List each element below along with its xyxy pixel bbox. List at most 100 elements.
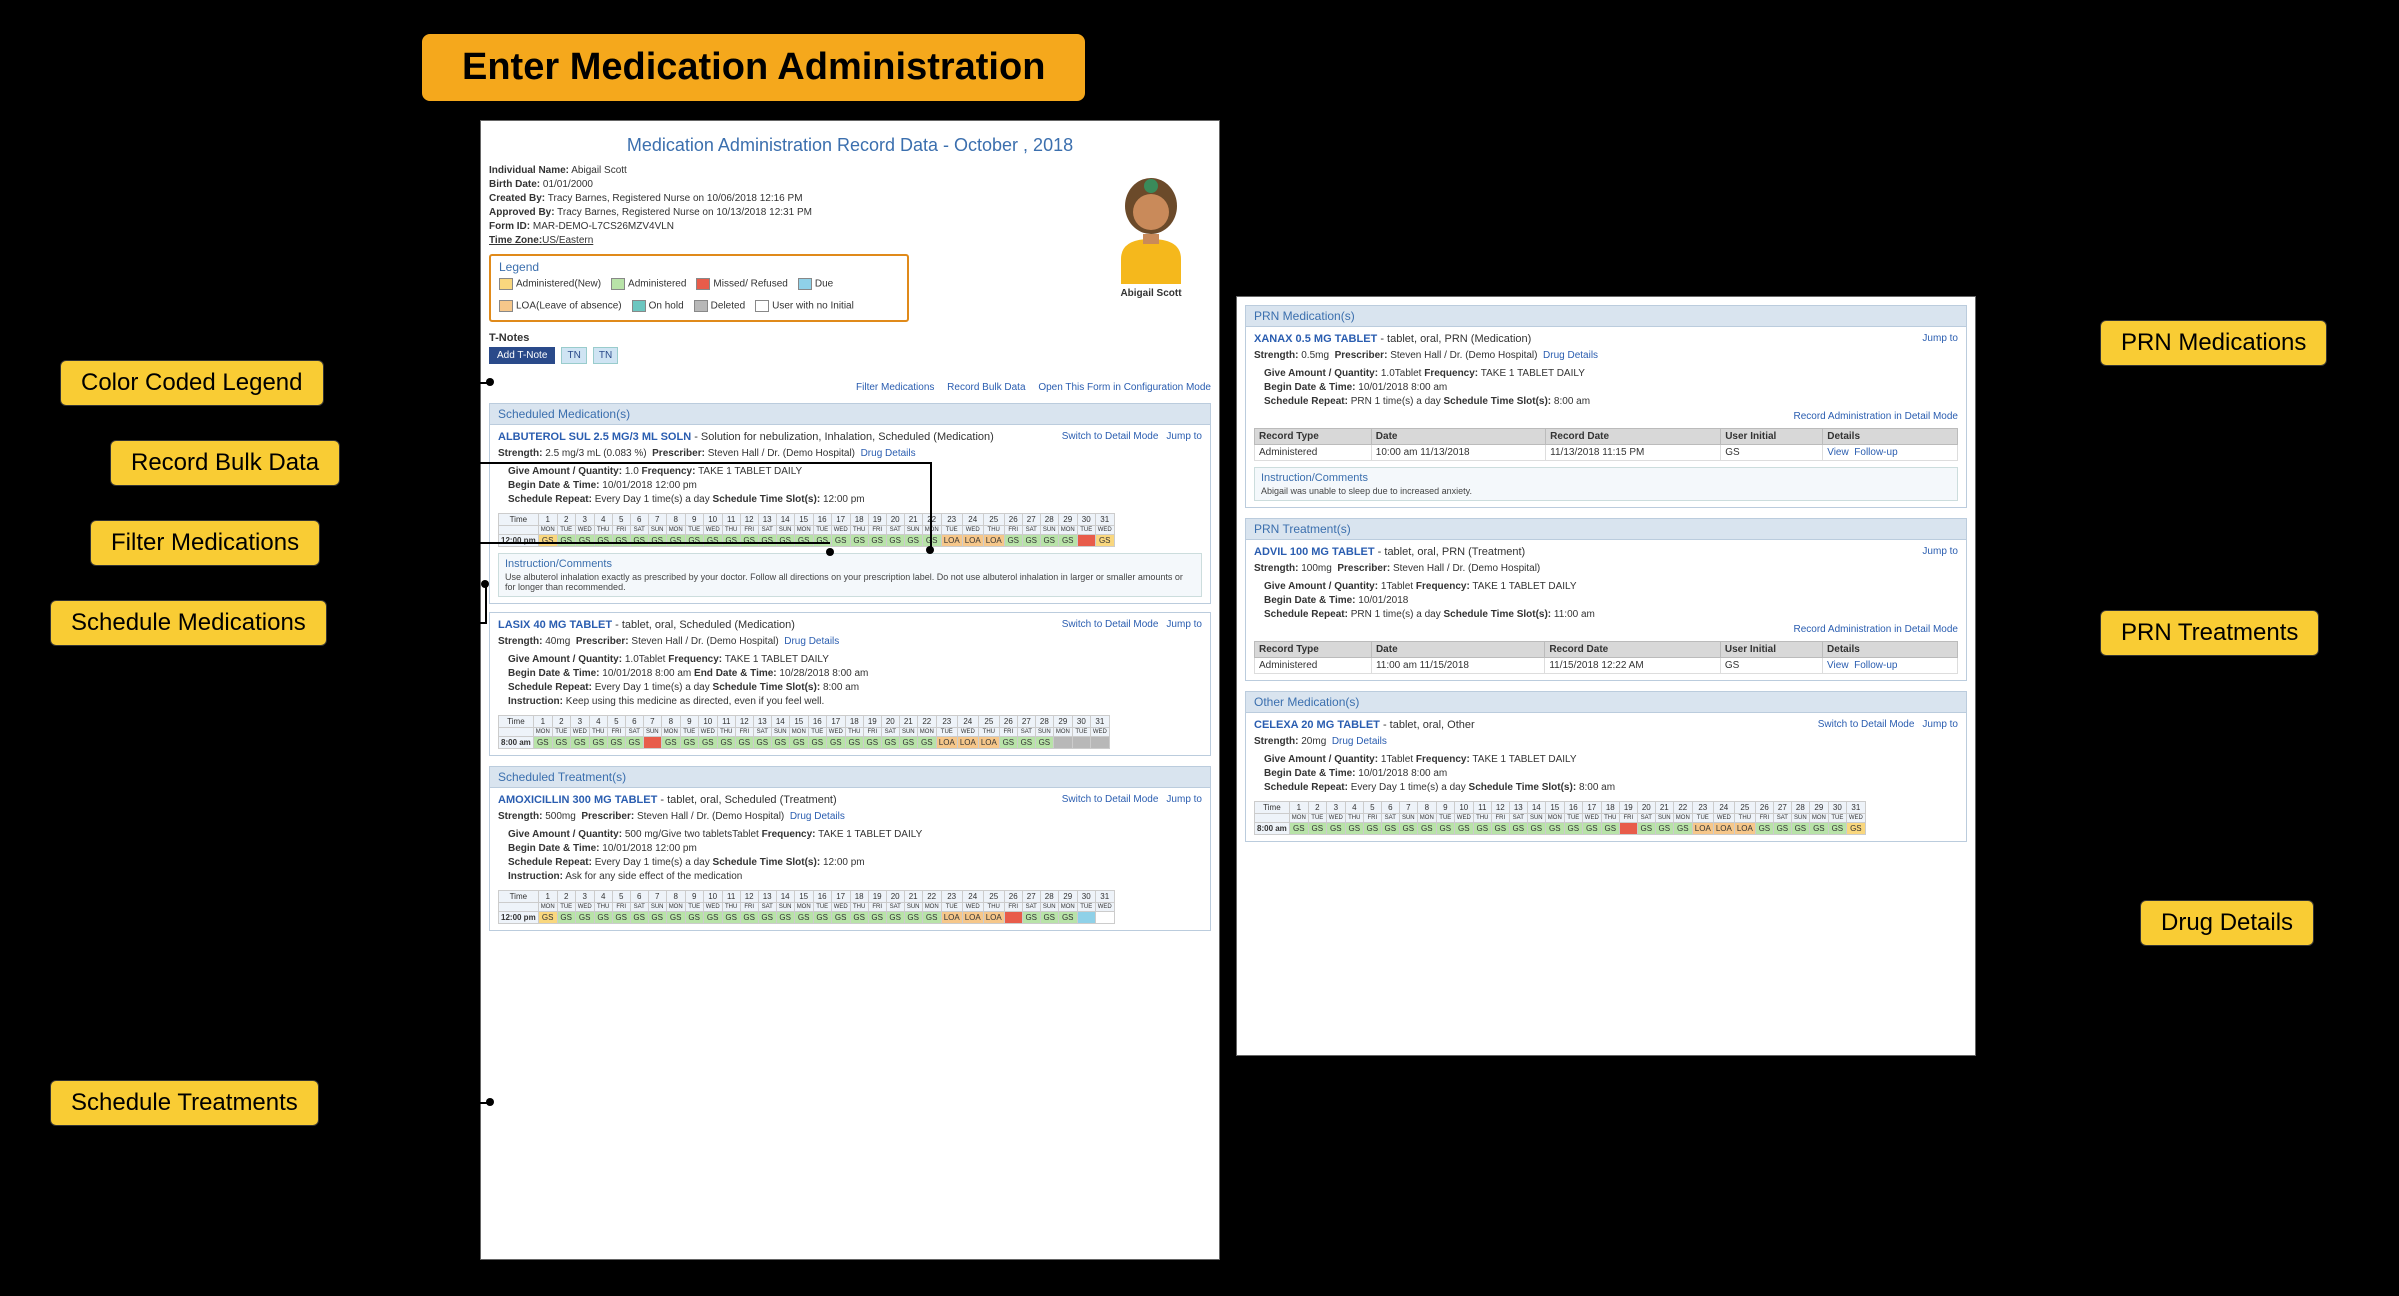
calendar-cell[interactable]: GS: [1363, 823, 1381, 835]
lasix-switch-link[interactable]: Switch to Detail Mode: [1062, 619, 1159, 630]
calendar-cell[interactable]: GS: [1564, 823, 1582, 835]
calendar-cell[interactable]: GS: [612, 535, 630, 547]
celexa-drug-link[interactable]: Drug Details: [1332, 736, 1387, 747]
tnote-chip-1[interactable]: TN: [561, 347, 586, 364]
calendar-cell[interactable]: [1077, 535, 1095, 547]
calendar-cell[interactable]: GS: [685, 912, 703, 924]
xanax-followup-link[interactable]: Follow-up: [1854, 447, 1897, 458]
calendar-cell[interactable]: GS: [1846, 823, 1865, 835]
calendar-cell[interactable]: GS: [1755, 823, 1773, 835]
calendar-cell[interactable]: GS: [1058, 535, 1077, 547]
calendar-cell[interactable]: GS: [868, 912, 886, 924]
calendar-cell[interactable]: GS: [758, 912, 776, 924]
open-config-link[interactable]: Open This Form in Configuration Mode: [1038, 382, 1211, 393]
calendar-cell[interactable]: GS: [735, 737, 753, 749]
albuterol-switch-link[interactable]: Switch to Detail Mode: [1062, 431, 1159, 442]
calendar-cell[interactable]: LOA: [957, 737, 978, 749]
calendar-cell[interactable]: GS: [722, 912, 740, 924]
calendar-cell[interactable]: GS: [666, 535, 685, 547]
calendar-cell[interactable]: GS: [899, 737, 917, 749]
albuterol-drug-link[interactable]: Drug Details: [861, 448, 916, 459]
calendar-cell[interactable]: GS: [813, 912, 831, 924]
calendar-cell[interactable]: GS: [1828, 823, 1846, 835]
xanax-record-admin-link[interactable]: Record Administration in Detail Mode: [1793, 411, 1958, 422]
calendar-cell[interactable]: GS: [538, 912, 557, 924]
calendar-cell[interactable]: GS: [557, 535, 575, 547]
calendar-cell[interactable]: LOA: [936, 737, 957, 749]
calendar-cell[interactable]: LOA: [983, 535, 1004, 547]
albuterol-jump-link[interactable]: Jump to: [1166, 431, 1202, 442]
calendar-cell[interactable]: GS: [630, 535, 648, 547]
calendar-cell[interactable]: GS: [1436, 823, 1454, 835]
calendar-cell[interactable]: GS: [1791, 823, 1809, 835]
calendar-cell[interactable]: GS: [612, 912, 630, 924]
amox-drug-link[interactable]: Drug Details: [790, 811, 845, 822]
calendar-cell[interactable]: [1077, 912, 1095, 924]
amox-jump-link[interactable]: Jump to: [1166, 794, 1202, 805]
calendar-cell[interactable]: GS: [794, 912, 813, 924]
calendar-cell[interactable]: GS: [904, 912, 922, 924]
calendar-cell[interactable]: GS: [868, 535, 886, 547]
calendar-cell[interactable]: GS: [1308, 823, 1326, 835]
calendar-cell[interactable]: LOA: [941, 912, 962, 924]
calendar-cell[interactable]: GS: [917, 737, 936, 749]
calendar-cell[interactable]: GS: [881, 737, 899, 749]
calendar-cell[interactable]: GS: [1022, 912, 1040, 924]
calendar-cell[interactable]: GS: [1454, 823, 1473, 835]
calendar-cell[interactable]: GS: [1017, 737, 1035, 749]
calendar-cell[interactable]: GS: [1040, 535, 1058, 547]
calendar-cell[interactable]: GS: [789, 737, 808, 749]
calendar-cell[interactable]: GS: [607, 737, 625, 749]
calendar-cell[interactable]: LOA: [1734, 823, 1755, 835]
calendar-cell[interactable]: GS: [776, 535, 794, 547]
calendar-cell[interactable]: GS: [771, 737, 789, 749]
calendar-cell[interactable]: GS: [740, 535, 758, 547]
calendar-cell[interactable]: GS: [703, 912, 722, 924]
filter-medications-link[interactable]: Filter Medications: [856, 382, 934, 393]
calendar-cell[interactable]: GS: [886, 912, 904, 924]
calendar-cell[interactable]: GS: [1809, 823, 1828, 835]
calendar-cell[interactable]: [1090, 737, 1109, 749]
calendar-cell[interactable]: GS: [1326, 823, 1345, 835]
calendar-cell[interactable]: GS: [922, 912, 941, 924]
calendar-cell[interactable]: GS: [831, 535, 850, 547]
calendar-cell[interactable]: LOA: [962, 535, 983, 547]
advil-record-admin-link[interactable]: Record Administration in Detail Mode: [1793, 624, 1958, 635]
calendar-cell[interactable]: LOA: [978, 737, 999, 749]
calendar-cell[interactable]: GS: [845, 737, 863, 749]
lasix-jump-link[interactable]: Jump to: [1166, 619, 1202, 630]
calendar-cell[interactable]: GS: [850, 535, 868, 547]
calendar-cell[interactable]: GS: [666, 912, 685, 924]
calendar-cell[interactable]: GS: [813, 535, 831, 547]
calendar-cell[interactable]: GS: [594, 535, 612, 547]
calendar-cell[interactable]: GS: [722, 535, 740, 547]
calendar-cell[interactable]: LOA: [983, 912, 1004, 924]
calendar-cell[interactable]: GS: [1345, 823, 1363, 835]
celexa-switch-link[interactable]: Switch to Detail Mode: [1818, 719, 1915, 730]
calendar-cell[interactable]: GS: [1399, 823, 1417, 835]
advil-view-link[interactable]: View: [1827, 660, 1849, 671]
calendar-cell[interactable]: GS: [1582, 823, 1601, 835]
calendar-cell[interactable]: GS: [1289, 823, 1308, 835]
calendar-cell[interactable]: GS: [1058, 912, 1077, 924]
calendar-cell[interactable]: GS: [698, 737, 717, 749]
calendar-cell[interactable]: GS: [794, 535, 813, 547]
calendar-cell[interactable]: GS: [1527, 823, 1545, 835]
calendar-cell[interactable]: GS: [594, 912, 612, 924]
calendar-cell[interactable]: LOA: [1713, 823, 1734, 835]
calendar-cell[interactable]: [643, 737, 661, 749]
advil-followup-link[interactable]: Follow-up: [1854, 660, 1897, 671]
calendar-cell[interactable]: GS: [826, 737, 845, 749]
calendar-cell[interactable]: GS: [538, 535, 557, 547]
record-bulk-data-link[interactable]: Record Bulk Data: [947, 382, 1025, 393]
calendar-cell[interactable]: GS: [863, 737, 881, 749]
calendar-cell[interactable]: GS: [1545, 823, 1564, 835]
calendar-cell[interactable]: GS: [831, 912, 850, 924]
calendar-cell[interactable]: GS: [850, 912, 868, 924]
calendar-cell[interactable]: GS: [575, 535, 594, 547]
calendar-cell[interactable]: GS: [575, 912, 594, 924]
calendar-cell[interactable]: GS: [648, 535, 666, 547]
calendar-cell[interactable]: GS: [685, 535, 703, 547]
calendar-cell[interactable]: GS: [1417, 823, 1436, 835]
calendar-cell[interactable]: [1053, 737, 1072, 749]
